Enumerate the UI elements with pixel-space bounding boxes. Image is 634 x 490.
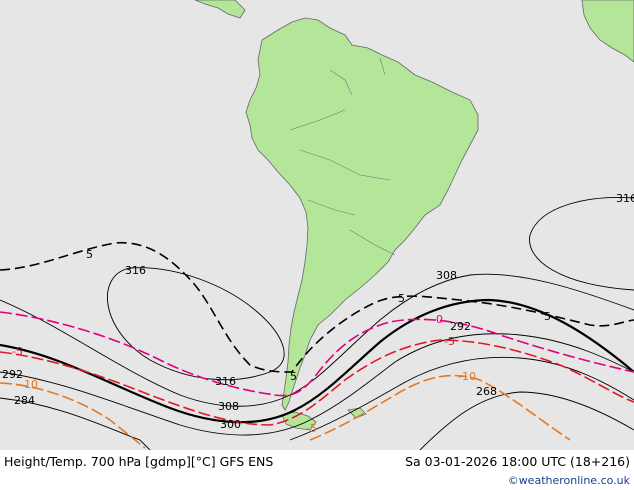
height-contours — [0, 197, 634, 450]
map-title: Height/Temp. 700 hPa [gdmp][°C] GFS ENS — [4, 454, 274, 469]
label-temp-5-c: 5 — [398, 292, 405, 305]
tierra-del-fuego — [281, 411, 317, 431]
label-268: 268 — [476, 385, 497, 398]
label-308-b: 308 — [436, 269, 457, 282]
country-borders — [289, 57, 396, 256]
label-temp-5-b: 5 — [290, 370, 297, 383]
label-temp-5-a: 5 — [86, 248, 93, 261]
label-temp-minus10-a: -10 — [20, 378, 38, 391]
label-316-a: 316 — [125, 264, 146, 277]
valid-time: Sa 03-01-2026 18:00 UTC (18+216) — [405, 454, 630, 469]
label-temp-5-d: 5 — [544, 310, 551, 323]
label-300: 300 — [220, 418, 241, 431]
caption-bar: Height/Temp. 700 hPa [gdmp][°C] GFS ENS … — [0, 450, 634, 490]
credit-link[interactable]: ©weatheronline.co.uk — [507, 474, 630, 487]
isotherm-5 — [0, 242, 634, 373]
isotherm-0 — [0, 311, 634, 397]
label-temp-minus10-b: -10 — [458, 370, 476, 383]
contour-300 — [0, 298, 634, 424]
label-temp-minus5-c: -5 — [306, 422, 317, 435]
label-292-b: 292 — [450, 320, 471, 333]
south-america — [245, 17, 479, 411]
contour-labels: 316 316 316 308 308 300 292 292 284 268 … — [2, 192, 634, 435]
isotherm-minus10 — [0, 374, 571, 449]
contour-316-east — [529, 197, 634, 291]
isotherm-minus5 — [0, 339, 634, 426]
contour-292 — [0, 333, 634, 436]
contour-308 — [0, 273, 634, 407]
label-temp-minus5-a: -5 — [12, 345, 23, 358]
central-america — [194, 0, 246, 19]
temperature-contours — [0, 242, 634, 449]
weather-map: 316 316 316 308 308 300 292 292 284 268 … — [0, 0, 634, 450]
label-292-a: 292 — [2, 368, 23, 381]
label-316-c: 316 — [616, 192, 634, 205]
label-temp-0: 0 — [436, 313, 443, 326]
contour-316-west — [107, 267, 285, 381]
africa-fragment — [581, 0, 634, 63]
label-316-b: 316 — [215, 375, 236, 388]
label-temp-minus5-b: -5 — [444, 335, 455, 348]
contour-284 — [0, 356, 634, 450]
land-masses — [194, 0, 634, 431]
contour-268 — [419, 391, 634, 450]
label-308-a: 308 — [218, 400, 239, 413]
label-284: 284 — [14, 394, 35, 407]
